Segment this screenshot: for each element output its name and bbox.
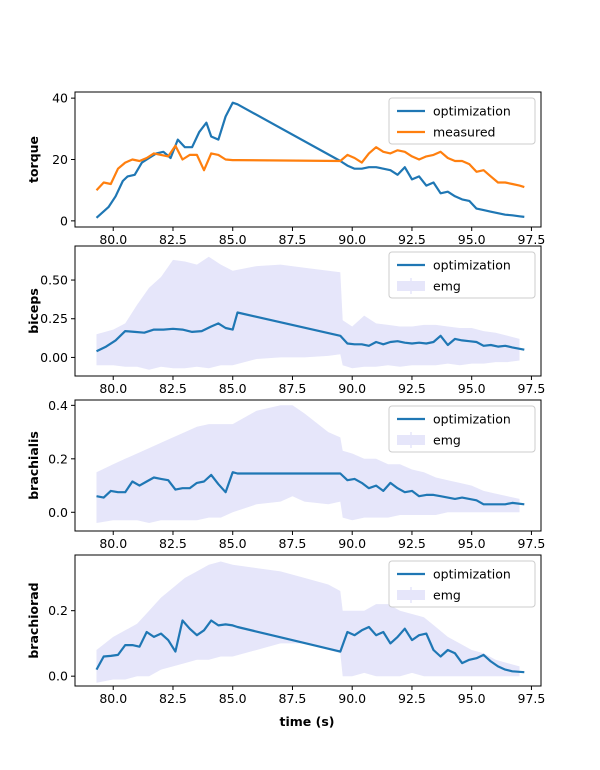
y-tick-label: 40	[52, 91, 68, 106]
legend-label: emg	[433, 588, 461, 603]
y-tick-label: 0.50	[40, 273, 68, 288]
y-tick-label: 0.0	[48, 669, 68, 684]
x-tick-label: 85.0	[219, 691, 247, 706]
x-tick-label: 90.0	[338, 381, 366, 396]
x-tick-label: 87.5	[279, 232, 307, 247]
legend-label: optimization	[433, 258, 511, 273]
y-tick-label: 0.0	[48, 505, 68, 520]
y-axis-title: torque	[26, 136, 41, 183]
x-tick-label: 85.0	[219, 381, 247, 396]
plot-area	[95, 101, 525, 219]
legend-box	[388, 97, 536, 145]
x-tick-label: 80.0	[99, 536, 127, 551]
legend-label: emg	[433, 433, 461, 448]
legend-label: measured	[433, 125, 495, 140]
axes-frame	[74, 399, 542, 532]
plot-area	[95, 561, 525, 683]
panel-brachiorad: 80.0 82.5 85.0 87.5 90.0 92.5 95.0 97.5 0.0 0.2 br…	[26, 554, 546, 706]
series-optimization-line	[95, 619, 525, 674]
series-emg-band	[96, 561, 520, 683]
x-tick-label: 90.0	[338, 232, 366, 247]
legend-label: optimization	[433, 412, 511, 427]
legend-label: optimization	[433, 567, 511, 582]
y-axis-title: biceps	[26, 288, 41, 334]
y-tick-label: 0.2	[48, 603, 68, 618]
plot-area	[96, 405, 525, 523]
y-tick-label: 0.00	[40, 350, 68, 365]
x-tick-label: 82.5	[159, 381, 187, 396]
series-measured-line	[95, 144, 525, 191]
x-tick-label: 85.0	[219, 232, 247, 247]
x-tick-label: 80.0	[99, 691, 127, 706]
x-tick-label: 85.0	[219, 536, 247, 551]
legend: optimization emg	[388, 560, 536, 608]
x-tick-label: 97.5	[518, 381, 546, 396]
y-axis-title: brachiorad	[26, 582, 41, 658]
x-tick-label: 97.5	[518, 691, 546, 706]
y-tick-label: 20	[52, 152, 68, 167]
panel-biceps: 80.0 82.5 85.0 87.5 90.0 92.5 95.0 97.5 0.00 0.25…	[26, 245, 546, 396]
series-optimization-line	[96, 471, 525, 506]
legend-label: emg	[433, 279, 461, 294]
x-tick-label: 82.5	[159, 536, 187, 551]
panels: 80.0 82.5 85.0 87.5 90.0 92.5 95.0 97.5 0 20 40 tor…	[26, 91, 545, 706]
x-tick-label: 87.5	[279, 381, 307, 396]
x-tick-label: 95.0	[458, 691, 486, 706]
x-axis-title: time (s)	[280, 714, 335, 729]
x-tick-label: 82.5	[159, 232, 187, 247]
x-tick-label: 92.5	[398, 691, 426, 706]
x-tick-label: 92.5	[398, 232, 426, 247]
x-tick-label: 87.5	[279, 691, 307, 706]
x-tick-label: 92.5	[398, 381, 426, 396]
axes-frame	[74, 554, 542, 687]
panel-torque: 80.0 82.5 85.0 87.5 90.0 92.5 95.0 97.5 0 20 40 tor…	[26, 91, 545, 247]
x-tick-label: 97.5	[518, 536, 546, 551]
series-emg-band	[96, 256, 520, 370]
panel-brachialis: 80.0 82.5 85.0 87.5 90.0 92.5 95.0 97.5 0.0 0.2 0.…	[26, 398, 545, 551]
x-tick-label: 87.5	[279, 536, 307, 551]
plot-area	[96, 256, 525, 370]
y-tick-label: 0.25	[40, 311, 68, 326]
x-tick-label: 80.0	[99, 232, 127, 247]
x-tick-label: 90.0	[338, 691, 366, 706]
series-optimization-line	[96, 311, 525, 353]
x-tick-label: 90.0	[338, 536, 366, 551]
legend: optimization emg	[388, 251, 536, 299]
x-tick-label: 95.0	[458, 381, 486, 396]
x-tick-label: 97.5	[518, 232, 546, 247]
y-tick-label: 0.2	[48, 451, 68, 466]
x-tick-label: 95.0	[458, 536, 486, 551]
legend-box	[388, 251, 536, 299]
legend-box	[388, 560, 536, 608]
x-tick-label: 92.5	[398, 536, 426, 551]
x-tick-label: 82.5	[159, 691, 187, 706]
x-tick-label: 80.0	[99, 381, 127, 396]
legend-label: optimization	[433, 104, 511, 119]
axes-frame	[74, 245, 542, 377]
legend-box	[388, 405, 536, 453]
legend: optimization emg	[388, 405, 536, 453]
y-tick-label: 0	[60, 213, 68, 228]
x-tick-label: 95.0	[458, 232, 486, 247]
y-tick-label: 0.4	[48, 398, 68, 413]
legend: optimization measured	[388, 97, 536, 145]
y-axis-title: brachialis	[26, 431, 41, 500]
